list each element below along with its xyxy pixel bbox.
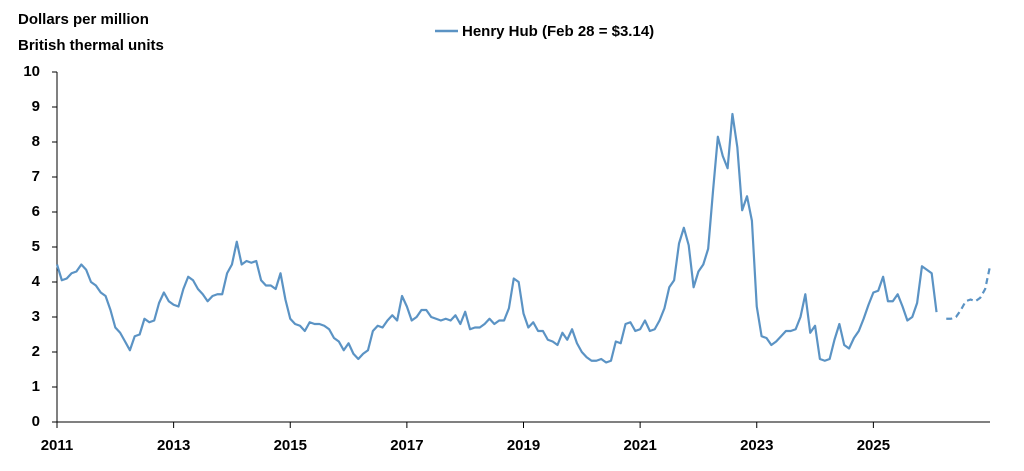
y-tick-label: 9	[32, 98, 40, 115]
y-tick-label: 3	[32, 308, 40, 325]
x-tick-label: 2017	[390, 437, 423, 454]
x-tick-label: 2025	[857, 437, 890, 454]
y-tick-label: 2	[32, 343, 40, 360]
x-tick-label: 2023	[740, 437, 773, 454]
y-tick-label: 4	[32, 273, 41, 290]
series-line	[55, 112, 938, 364]
y-tick-label: 6	[32, 203, 40, 220]
y-tick-label: 5	[32, 238, 40, 255]
y-tick-label: 0	[32, 413, 40, 430]
y-tick-label: 1	[32, 378, 40, 395]
y-axis-title: Dollars per million	[18, 11, 149, 28]
x-tick-label: 2011	[41, 437, 74, 454]
legend-label: Henry Hub (Feb 28 = $3.14)	[462, 23, 654, 40]
y-tick-label: 8	[32, 133, 40, 150]
y-axis-title: British thermal units	[18, 37, 164, 54]
x-tick-label: 2019	[507, 437, 540, 454]
x-tick-label: 2013	[157, 437, 190, 454]
x-tick-label: 2021	[623, 437, 656, 454]
x-tick-label: 2015	[274, 437, 307, 454]
y-tick-label: 7	[32, 168, 40, 185]
y-tick-label: 10	[23, 63, 40, 80]
series-line	[946, 266, 992, 320]
